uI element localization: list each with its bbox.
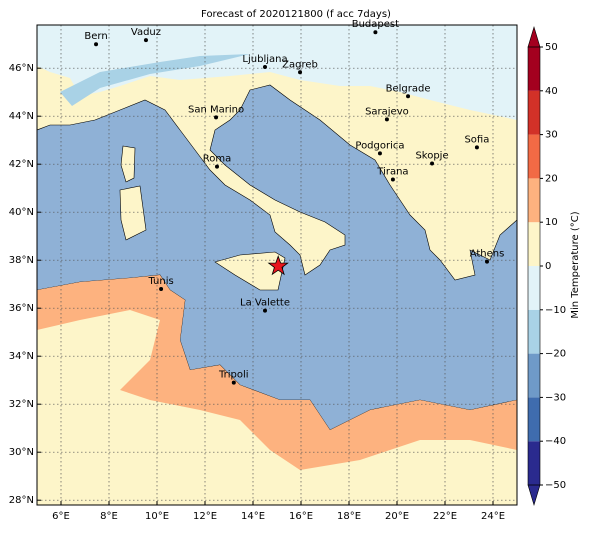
city-dot xyxy=(377,151,382,156)
city-label: San Marino xyxy=(188,104,244,115)
city-dot xyxy=(263,65,267,69)
x-tick-label: 6°E xyxy=(52,511,70,522)
alps-cold xyxy=(37,25,517,120)
colorbar-tick-label: 0 xyxy=(545,261,551,272)
colorbar-tick-label: 40 xyxy=(545,86,558,97)
y-tick-label: 38°N xyxy=(9,255,34,266)
city-label: Bern xyxy=(84,31,107,42)
colorbar-band xyxy=(528,266,540,310)
colorbar-tick-label: 50 xyxy=(545,42,558,53)
city-dot xyxy=(143,38,148,43)
y-tick-label: 34°N xyxy=(9,351,34,362)
location-marker xyxy=(267,254,289,276)
y-tick-label: 46°N xyxy=(9,63,34,74)
y-tick-label: 36°N xyxy=(9,303,34,314)
city-label: Zagreb xyxy=(282,59,318,70)
alps-colder xyxy=(60,54,250,106)
y-tick-label: 28°N xyxy=(9,495,34,506)
city-label: Athens xyxy=(470,249,505,260)
x-tick-label: 22°E xyxy=(433,511,457,522)
colorbar-band xyxy=(528,353,540,398)
colorbar-band xyxy=(528,222,540,266)
x-tick-label: 12°E xyxy=(193,511,217,522)
sardinia xyxy=(119,185,147,241)
colorbar-band xyxy=(528,90,540,135)
city-label: Sofia xyxy=(464,134,489,145)
colorbar-band xyxy=(528,178,540,223)
city-label: Ljubljana xyxy=(242,54,287,65)
city-label: Roma xyxy=(203,154,232,165)
y-tick-label: 40°N xyxy=(9,207,34,218)
colorbar-band xyxy=(528,441,540,485)
city-dot xyxy=(384,117,389,122)
city-label: Podgorica xyxy=(355,140,404,151)
colorbar-tick-label: 30 xyxy=(545,130,558,141)
city-label: Sarajevo xyxy=(365,106,409,117)
y-tick-label: 32°N xyxy=(9,399,34,410)
colorbar-extend-top xyxy=(527,25,541,48)
colorbar-tick-label: −30 xyxy=(545,392,566,403)
x-tick-label: 14°E xyxy=(241,511,265,522)
x-tick-label: 18°E xyxy=(337,511,361,522)
y-tick-label: 42°N xyxy=(9,159,34,170)
colorbar-tick-label: −10 xyxy=(545,305,566,316)
x-tick-label: 24°E xyxy=(481,511,505,522)
city-label: Tripoli xyxy=(218,370,249,381)
x-tick-label: 8°E xyxy=(100,511,118,522)
city-dot xyxy=(485,259,489,264)
city-dot xyxy=(263,308,267,313)
corsica xyxy=(120,145,136,183)
x-tick-label: 10°E xyxy=(145,511,169,522)
graticule xyxy=(37,25,517,505)
colorbar-label: Min Temperature (°C) xyxy=(570,211,581,318)
city-label: Skopje xyxy=(415,150,448,161)
x-tick-label: 20°E xyxy=(385,511,409,522)
city-dot xyxy=(214,115,219,120)
city-dot xyxy=(474,145,479,150)
city-label: Belgrade xyxy=(386,83,431,94)
colorbar-band xyxy=(528,134,540,179)
colorbar-tick-label: 20 xyxy=(545,173,558,184)
map-frame xyxy=(36,24,518,506)
city-dot xyxy=(430,161,435,166)
city-dot xyxy=(390,177,395,182)
city-label: Tunis xyxy=(147,276,173,287)
colorbar-band xyxy=(528,397,540,442)
colorbar-band xyxy=(528,309,540,354)
colorbar-tick-label: −50 xyxy=(545,480,566,491)
y-tick-label: 30°N xyxy=(9,447,34,458)
city-label: Tirana xyxy=(376,167,408,178)
city-dot xyxy=(215,164,219,169)
colorbar-tick-label: −40 xyxy=(545,436,566,447)
city-label: La Valette xyxy=(240,298,290,309)
city-dot xyxy=(159,287,164,291)
map-title: Forecast of 2020121800 (f acc 7days) xyxy=(201,9,391,20)
city-dot xyxy=(373,30,378,35)
city-label: Vaduz xyxy=(131,27,161,38)
map-fill xyxy=(37,25,517,505)
city-dot xyxy=(94,42,99,47)
x-tick-label: 16°E xyxy=(289,511,313,522)
colorbar-tick-label: 10 xyxy=(545,217,558,228)
colorbar-tick-label: −20 xyxy=(545,349,566,360)
city-dot xyxy=(231,380,236,385)
sicily xyxy=(214,251,286,291)
city-dot xyxy=(298,70,303,75)
colorbar-extend-bottom xyxy=(527,484,541,507)
y-tick-label: 44°N xyxy=(9,111,34,122)
colorbar-band xyxy=(528,47,540,91)
city-dot xyxy=(406,94,411,99)
